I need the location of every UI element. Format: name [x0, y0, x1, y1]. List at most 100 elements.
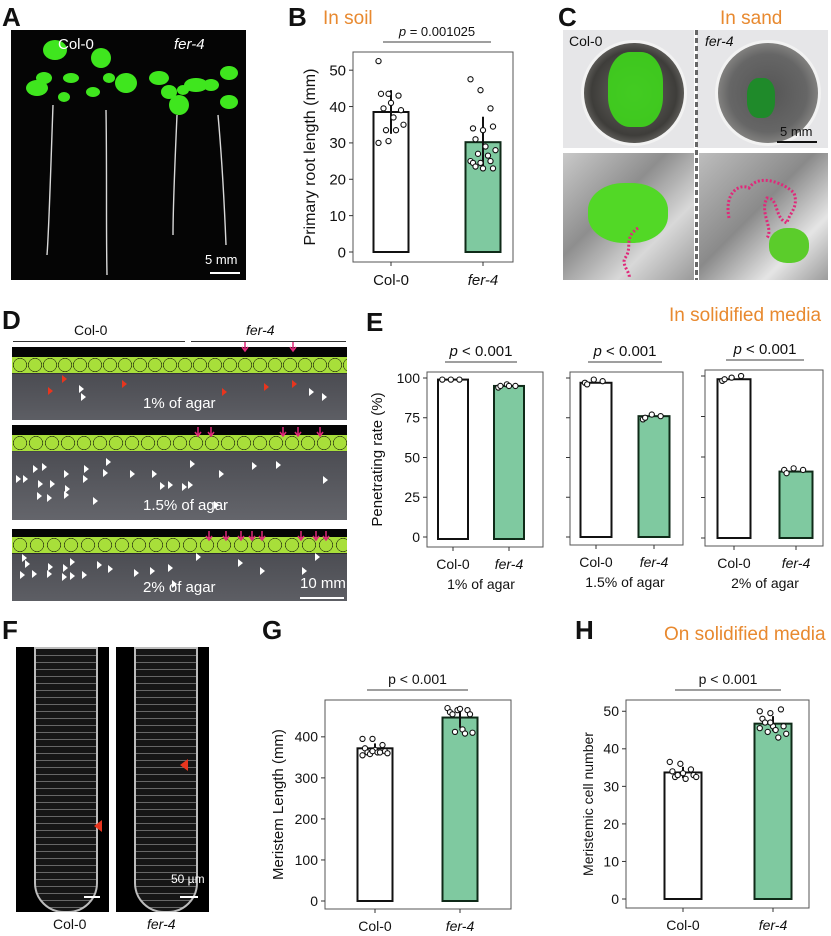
x-tick-label: Col-0: [666, 917, 700, 933]
pink-arrow-icon: [322, 531, 330, 542]
arrowhead-marker-icon: [152, 470, 157, 478]
arrowhead-marker-icon: [23, 475, 28, 483]
arrowhead-marker-icon: [63, 564, 68, 572]
panel-label-e: E: [366, 307, 384, 337]
data-point: [375, 139, 382, 147]
arrowhead-marker-icon: [64, 491, 69, 499]
data-point: [772, 726, 779, 734]
plot-frame: [324, 699, 512, 910]
fer4-label: fer-4: [705, 33, 734, 49]
pink-arrow-icon: [289, 342, 297, 353]
arrowhead-marker-icon: [47, 570, 52, 578]
arrowhead-marker-icon: [50, 480, 55, 488]
y-tick-label: 0: [412, 529, 420, 545]
y-tick-label: 20: [603, 816, 619, 832]
arrowhead-marker-icon: [62, 375, 67, 383]
data-point: [479, 165, 487, 172]
arrowhead-marker-icon: [322, 393, 327, 401]
data-point: [461, 730, 469, 737]
plot-frame: [352, 51, 514, 263]
y-tick-label: 40: [329, 99, 346, 116]
data-point: [487, 105, 494, 112]
data-point: [648, 411, 655, 418]
arrowhead-marker-icon: [134, 569, 139, 577]
data-point: [489, 165, 497, 172]
arrowhead-marker-icon: [79, 385, 84, 393]
fer4-label: fer-4: [174, 36, 205, 53]
data-point: [439, 376, 446, 383]
y-tick-label: 75: [404, 410, 420, 426]
arrowhead-marker-icon: [219, 470, 224, 478]
data-point: [790, 465, 797, 472]
data-point: [385, 90, 392, 97]
data-point: [456, 705, 464, 713]
x-tick-label: fer-4: [759, 917, 788, 933]
fer4-label: fer-4: [147, 916, 176, 932]
condition-in-solidified-media: In solidified media: [669, 305, 822, 326]
data-point: [385, 137, 392, 145]
seedling-photo-a: Col-0 fer-4 5 mm: [11, 30, 246, 280]
arrowhead-marker-icon: [264, 383, 269, 391]
arrowhead-marker-icon: [47, 494, 52, 502]
arrowhead-marker-icon: [42, 463, 47, 471]
condition-subtitle: 1% of agar: [447, 576, 515, 592]
arrowhead-marker-icon: [323, 476, 328, 484]
y-tick-label: 0: [338, 244, 346, 261]
data-point: [392, 127, 400, 134]
condition-subtitle: 1.5% of agar: [585, 574, 665, 590]
x-tick-label: fer-4: [495, 556, 524, 572]
data-point: [447, 376, 455, 383]
pink-arrow-icon: [316, 427, 324, 438]
x-tick-label: Col-0: [579, 554, 613, 570]
arrowhead-marker-icon: [16, 475, 21, 483]
data-point: [456, 376, 463, 383]
data-point: [487, 157, 494, 165]
arrowhead-marker-icon: [315, 553, 320, 561]
bar-fer-4: [778, 470, 814, 539]
col0-label: Col-0: [58, 36, 94, 53]
data-point: [390, 114, 397, 121]
data-point: [687, 766, 695, 773]
red-arrowhead-marker: [180, 759, 188, 771]
p-value-annotation: p < 0.001: [449, 343, 513, 360]
p-value-annotation: p = 0.001025: [398, 24, 475, 39]
arrowhead-marker-icon: [93, 497, 98, 505]
data-point: [756, 708, 763, 715]
scale-bar: [777, 141, 817, 143]
data-point: [469, 125, 477, 132]
y-tick-label: 40: [603, 741, 619, 757]
data-point: [777, 706, 785, 713]
scale-bar-label: 5 mm: [205, 252, 238, 267]
y-tick-label: 0: [310, 893, 318, 909]
x-tick-label: Col-0: [358, 918, 392, 934]
y-axis-label: Meristemic cell number: [580, 732, 596, 876]
y-tick-label: 100: [295, 852, 319, 868]
data-point: [477, 87, 484, 94]
scale-bar-label: 5 mm: [780, 124, 813, 139]
data-point: [467, 76, 474, 83]
data-point: [657, 413, 664, 420]
data-point: [359, 735, 366, 743]
arrowhead-marker-icon: [33, 465, 38, 473]
row-label: 1% of agar: [143, 395, 216, 412]
data-point: [472, 136, 479, 143]
root-tip-col0: [16, 647, 109, 912]
arrowhead-marker-icon: [32, 570, 37, 578]
condition-on-solidified-media: On solidified media: [664, 624, 826, 645]
bar-Col-0: [356, 747, 394, 902]
data-point: [693, 773, 700, 781]
arrowhead-marker-icon: [150, 567, 155, 575]
arrowhead-marker-icon: [168, 564, 173, 572]
y-tick-label: 100: [397, 370, 421, 386]
panel-label-d: D: [2, 305, 21, 335]
chart-penetrating-rate: 0 25 50 75 100 Col-0 fer-4 p < 0.001 Penetrating…: [369, 341, 824, 592]
p-value-annotation: p < 0.001: [699, 671, 758, 687]
data-point: [775, 734, 782, 741]
agar-plate-1-5pct: 1.5% of agar: [12, 425, 347, 520]
agar-plate-2pct: 2% of agar 10 mm: [12, 529, 347, 601]
data-point: [756, 725, 763, 732]
pink-arrow-icon: [248, 531, 256, 542]
data-point: [674, 771, 681, 779]
pink-arrow-icon: [222, 531, 230, 542]
data-point: [469, 729, 476, 736]
